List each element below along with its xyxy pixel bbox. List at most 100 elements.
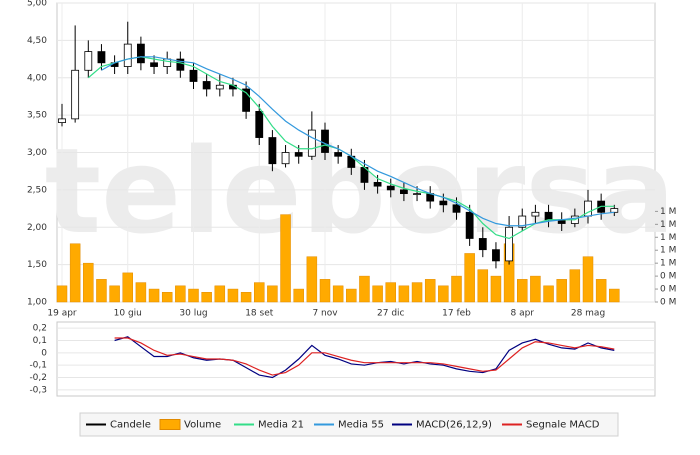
volume-bar: [175, 285, 186, 303]
candle-body: [71, 69, 80, 120]
candle-body: [189, 69, 198, 82]
watermark: teleborsa: [45, 122, 676, 260]
candle-body: [123, 43, 132, 67]
legend-label: Volume: [184, 420, 221, 431]
y-tick-label: 2,50: [27, 185, 47, 195]
candle-body: [518, 215, 527, 228]
y2-tick-label: 0 M: [660, 285, 676, 295]
y-tick-label: 4,00: [27, 73, 47, 83]
volume-bar: [188, 288, 199, 303]
candle-body: [544, 211, 553, 221]
legend-swatch: [159, 419, 181, 430]
candle-body: [386, 185, 395, 191]
candle-body: [97, 51, 106, 64]
y2-tick-label: 1 M: [660, 220, 676, 230]
y-tick-label: 3,00: [27, 148, 47, 158]
x-tick-label: 18 set: [245, 309, 274, 319]
y-tick-label: 0,1: [33, 336, 47, 346]
legend-label: Media 21: [258, 420, 304, 431]
x-tick-label: 7 nov: [312, 309, 338, 319]
y2-tick-label: 0 M: [660, 298, 676, 308]
macd-plot-frame: [56, 321, 656, 397]
line-series: [101, 56, 615, 227]
y-tick-label: 1,50: [27, 260, 47, 270]
candle-body: [413, 193, 421, 196]
volume-bar: [359, 275, 370, 303]
candle-body: [452, 204, 461, 213]
y-tick-label: -0,1: [29, 361, 47, 371]
candle-body: [465, 211, 474, 239]
x-tick-label: 28 mag: [571, 309, 605, 319]
volume-bar: [543, 285, 554, 303]
volume-bar: [398, 285, 410, 303]
volume-bar: [556, 279, 567, 303]
volume-bar: [477, 269, 489, 303]
candle-body: [268, 137, 277, 165]
candle-body: [610, 208, 619, 213]
x-tick-label: 17 feb: [442, 309, 471, 319]
candle-body: [281, 152, 290, 165]
volume-bar: [595, 279, 607, 303]
volume-bar: [280, 214, 291, 303]
y2-tick-label: 1 M: [660, 207, 676, 217]
volume-bar: [56, 285, 68, 303]
volume-bar: [306, 256, 318, 303]
volume-bar: [411, 282, 423, 303]
candle-body: [505, 226, 514, 262]
y-tick-label: 0,2: [33, 324, 47, 334]
volume-bar: [148, 288, 160, 303]
x-tick-label: 10 giu: [114, 309, 142, 319]
y-tick-label: -0,3: [29, 385, 47, 395]
x-tick-label: 30 lug: [179, 309, 207, 319]
y-tick-label: -0,2: [29, 373, 47, 383]
candle-body: [399, 189, 408, 195]
y2-tick-label: 1 M: [660, 246, 676, 256]
x-tick-label: 19 apr: [47, 309, 77, 319]
volume-bar: [83, 262, 94, 303]
volume-bar: [451, 275, 462, 303]
volume-bar: [346, 288, 357, 303]
volume-bar: [530, 275, 541, 303]
volume-bar: [161, 292, 173, 303]
legend-label: Media 55: [338, 420, 384, 431]
candle-body: [58, 118, 66, 124]
volume-bar: [332, 285, 344, 303]
volume-bar: [96, 279, 107, 303]
line-series: [114, 337, 615, 376]
volume-bar: [227, 288, 239, 303]
candle-body: [215, 84, 224, 90]
y-tick-label: 3,50: [27, 111, 47, 121]
legend-box: [79, 412, 619, 437]
volume-bar: [214, 285, 226, 303]
candle-body: [163, 58, 172, 67]
legend-label: Segnale MACD: [526, 420, 600, 431]
candle-body: [492, 249, 500, 262]
candle-body: [84, 51, 93, 71]
volume-bar: [267, 285, 278, 303]
volume-bar: [135, 282, 147, 303]
volume-bar: [109, 285, 120, 303]
line-series: [114, 336, 615, 379]
candle-body: [334, 152, 343, 157]
volume-bar: [424, 279, 436, 303]
volume-bar: [254, 282, 265, 303]
volume-bar: [385, 282, 396, 303]
candle-body: [136, 43, 145, 64]
volume-bar: [372, 285, 383, 303]
candle-body: [294, 152, 303, 157]
volume-bar: [293, 288, 304, 303]
volume-bar: [490, 275, 502, 303]
candle-body: [321, 129, 329, 153]
x-tick-label: 8 apr: [510, 309, 534, 319]
y2-tick-label: 0 M: [660, 272, 676, 282]
volume-bar: [609, 288, 620, 303]
volume-bar: [464, 253, 475, 303]
candle-body: [307, 129, 316, 157]
candle-body: [478, 238, 487, 251]
y-tick-label: 4,50: [27, 36, 47, 46]
candle-body: [531, 211, 540, 217]
volume-bar: [517, 279, 528, 303]
candle-body: [242, 88, 251, 112]
y2-tick-label: 1 M: [660, 259, 676, 269]
